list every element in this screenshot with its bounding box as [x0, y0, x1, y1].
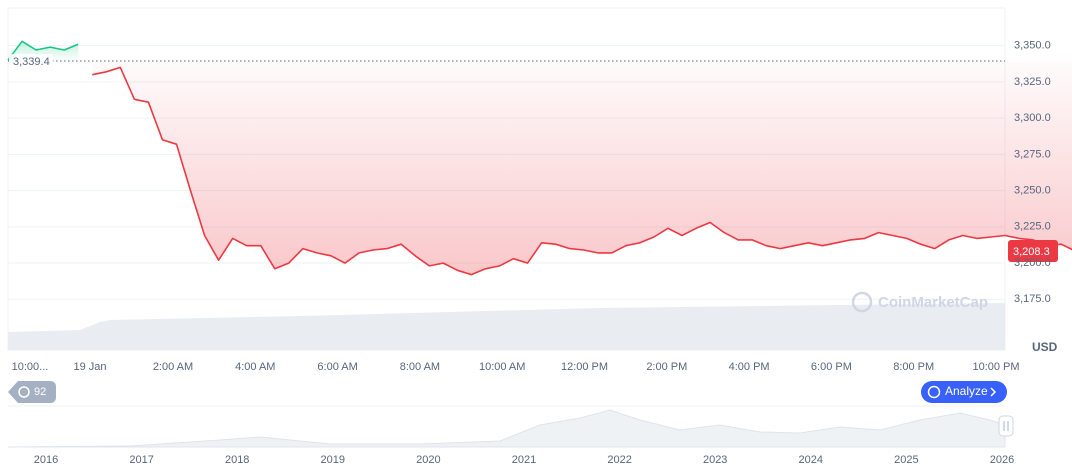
last-price-tag: [1008, 240, 1058, 263]
currency: USD: [1032, 340, 1058, 354]
x-tick-label: 6:00 AM: [317, 361, 357, 373]
series-line: [7, 40, 79, 61]
navigator: [7, 405, 1014, 448]
navigator-years: 2016 2017 2018 2019 2020 2021 2022 2023 2024 2025…: [34, 454, 1014, 466]
y-tick-label: 3,225.0: [1014, 221, 1051, 233]
history-badge[interactable]: 92: [8, 381, 56, 403]
x-tick-label: 12:00 PM: [561, 361, 608, 373]
year-label: 2018: [225, 454, 249, 466]
watermark-text: CoinMarketCap: [878, 294, 988, 311]
year-label: 2022: [607, 454, 631, 466]
year-label: 2021: [512, 454, 536, 466]
y-tick-label: 3,300.0: [1014, 112, 1051, 124]
baseline-tag: [9, 54, 53, 69]
series-line: [92, 66, 1072, 276]
y-tick-label: 3,175.0: [1014, 293, 1051, 305]
x-tick-label: 8:00 PM: [893, 361, 934, 373]
year-label: 2026: [990, 454, 1014, 466]
analyze-label: Analyze: [945, 384, 988, 398]
x-tick-label: 10:00...: [12, 361, 49, 373]
year-label: 2017: [129, 454, 153, 466]
x-tick-label: 2:00 PM: [646, 361, 687, 373]
series-area: [92, 61, 1072, 275]
year-label: 2019: [321, 454, 345, 466]
x-tick-label: 4:00 PM: [729, 361, 770, 373]
x-tick-label: 10:00 AM: [479, 361, 525, 373]
volume-area: [8, 303, 1005, 350]
year-label: 2020: [416, 454, 440, 466]
year-label: 2024: [799, 454, 823, 466]
year-label: 2025: [894, 454, 918, 466]
x-tick-label: 2:00 AM: [153, 361, 193, 373]
x-tick-label: 8:00 AM: [400, 361, 440, 373]
year-label: 2016: [34, 454, 58, 466]
x-tick-label: 10:00 PM: [972, 361, 1019, 373]
x-tick-label: 19 Jan: [73, 361, 106, 373]
y-tick-label: 3,200.0: [1014, 257, 1051, 269]
x-tick-label: 6:00 PM: [811, 361, 852, 373]
plot: 3,339.4 3,208.3: [7, 40, 1072, 276]
history-count: 92: [34, 386, 46, 398]
y-tick-label: 3,275.0: [1014, 148, 1051, 160]
x-tick-label: 4:00 AM: [235, 361, 275, 373]
y-tick-label: 3,250.0: [1014, 184, 1051, 196]
watermark: CoinMarketCap: [851, 291, 988, 313]
analyze-button[interactable]: Analyze: [921, 381, 1007, 403]
y-tick-label: 3,325.0: [1014, 76, 1051, 88]
last-price-label: 3,208.3: [1013, 246, 1050, 258]
year-label: 2023: [703, 454, 727, 466]
baseline-label: 3,339.4: [13, 56, 50, 68]
y-tick-label: 3,350.0: [1014, 40, 1051, 52]
